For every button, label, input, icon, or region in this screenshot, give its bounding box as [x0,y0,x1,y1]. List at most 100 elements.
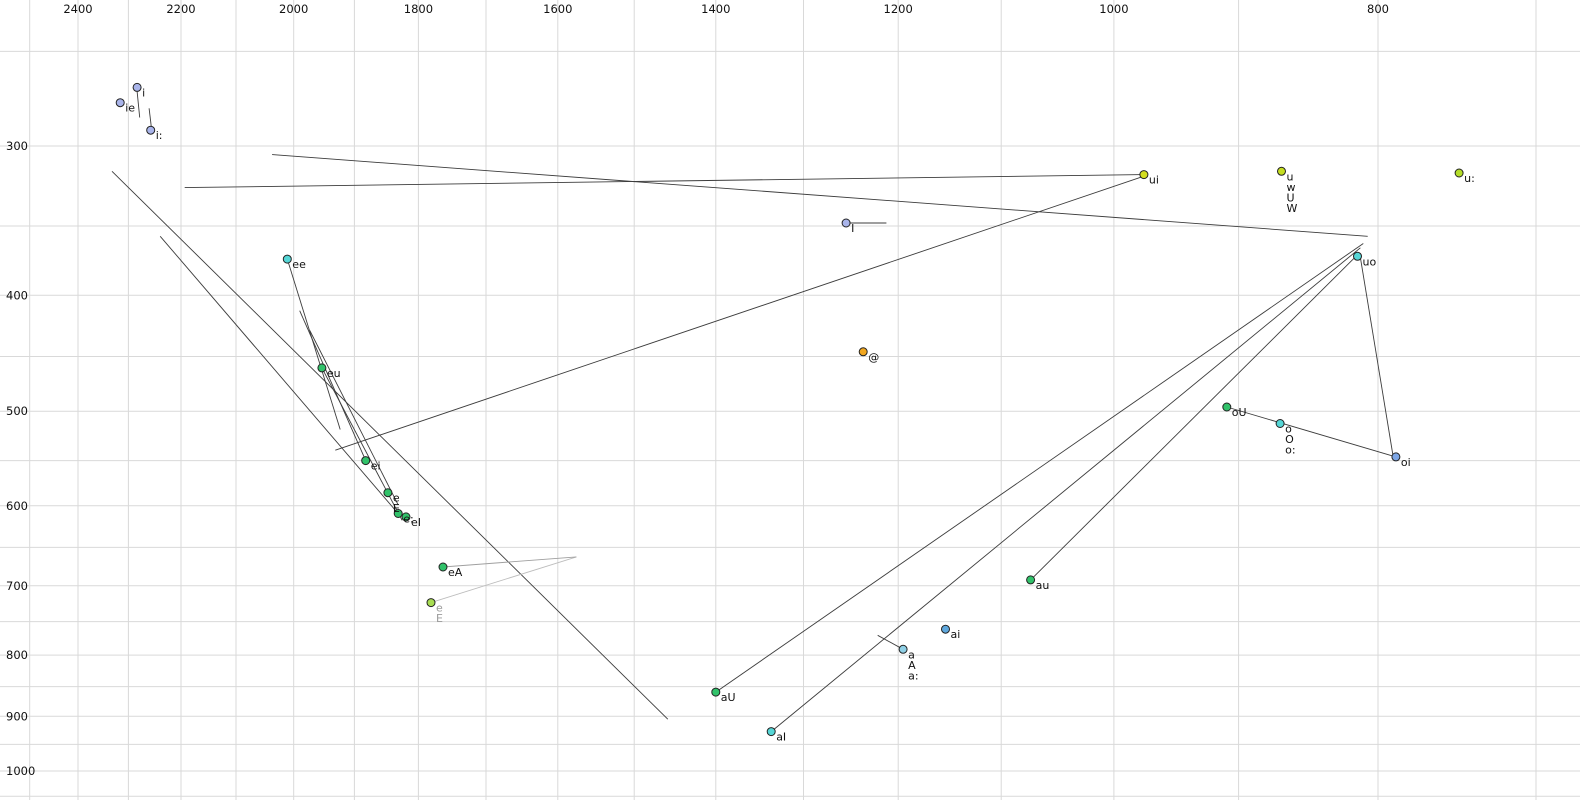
vowel-label: U [1287,191,1295,204]
trajectory-line [442,556,577,568]
x-axis-tick-label: 1600 [543,2,572,16]
trajectory-line [430,556,577,604]
vowel-label: u [1287,170,1294,183]
trajectory-lines [111,91,1397,732]
x-axis-tick-label: 2200 [166,2,195,16]
vowel-label: a: [908,669,918,682]
vowel-label: @ [868,351,879,364]
vowel-point [361,456,371,466]
vowel-label: oi [1401,456,1411,469]
vowel-point [401,512,411,522]
trajectory-line [159,236,400,515]
trajectory-line [184,174,1144,189]
vowel-label: ui [1149,174,1159,187]
vowel-label: eA [448,566,463,579]
trajectory-line [286,258,341,430]
trajectory-line [715,243,1364,693]
vowel-label: aU [721,691,736,704]
vowel-label: eu [327,367,341,380]
y-axis-tick-label: 300 [6,139,28,153]
vowel-point [383,488,393,498]
vowel-point [438,562,448,572]
vowel-label: o: [1285,444,1295,457]
vowel-point [282,254,292,264]
vowel-point [146,125,156,135]
vowel-label: e [436,602,443,615]
trajectory-line [299,310,367,461]
y-axis-tick-label: 400 [6,288,28,302]
trajectory-line [309,330,399,506]
trajectory-line [770,247,1361,732]
vowel-label: E [393,502,400,515]
vowel-label: E [436,612,443,625]
vowel-label: A [908,659,916,672]
vowel-label: aI [776,731,786,744]
vowel-point [1391,452,1401,462]
vowel-label: oU [1232,406,1247,419]
y-axis-tick-label: 800 [6,648,28,662]
vowel-label: ie [125,102,135,115]
trajectory-line [321,367,403,521]
x-axis-tick-label: 800 [1367,2,1389,16]
y-axis-tick-label: 500 [6,404,28,418]
y-axis-tick-label: 700 [6,579,28,593]
vowel-point [426,598,436,608]
vowel-label: eI [411,516,421,529]
axis-tick-labels: 2400 2200 2000 1800 1600 1400 1200 1000 800 300 40… [6,2,1389,778]
vowel-label: a [908,648,915,661]
vowel-label: I [851,222,854,235]
vowel-label: o [1285,423,1292,436]
trajectory-line [1226,406,1397,458]
vowel-label: W [1287,202,1298,215]
y-axis-tick-label: 900 [6,709,28,723]
vowel-label: e: [403,513,413,526]
vowel-point [1275,419,1285,428]
vowel-label: ai [951,628,961,641]
vowel-point [841,218,851,228]
vowel-point [393,509,403,518]
x-axis-tick-label: 2400 [63,2,92,16]
y-axis-tick-label: 1000 [6,764,35,778]
vowel-point [766,727,776,737]
vowel-point [898,644,908,654]
vowel-point [1139,170,1149,180]
vowel-label: uo [1363,255,1377,268]
vowel-label: w [1287,181,1296,194]
trajectory-line [136,91,141,118]
x-axis-tick-label: 2000 [279,2,308,16]
vowel-label: u: [1464,172,1475,185]
trajectory-line [1030,257,1355,581]
vowel-point [1277,166,1286,176]
vowel-point [858,347,868,357]
x-axis-tick-label: 1400 [701,2,730,16]
vowel-point [1026,575,1036,585]
trajectory-line [272,154,1368,237]
vowel-point [1222,402,1232,412]
x-axis-tick-label: 1200 [884,2,913,16]
vowel-point [1454,168,1464,178]
vowel-point [711,687,721,697]
vowel-points [115,82,1464,737]
vowel-label: e [393,492,400,505]
vowel-point [317,363,327,373]
x-axis-tick-label: 1800 [404,2,433,16]
x-axis-tick-label: 1000 [1099,2,1128,16]
vowel-point [115,98,125,108]
vowel-point [941,624,950,634]
vowel-point [132,82,142,92]
vowel-label: O [1285,433,1294,446]
vowel-label: ei [371,460,381,473]
vowel-label: i [142,86,145,99]
trajectory-line [877,634,904,650]
trajectory-line [335,175,1145,451]
vowel-label: i: [156,129,163,142]
vowel-label: ee [292,258,306,271]
vowel-label: au [1036,579,1050,592]
trajectory-line [111,170,669,720]
trajectory-line [1359,257,1394,456]
vowel-point [1353,251,1362,261]
